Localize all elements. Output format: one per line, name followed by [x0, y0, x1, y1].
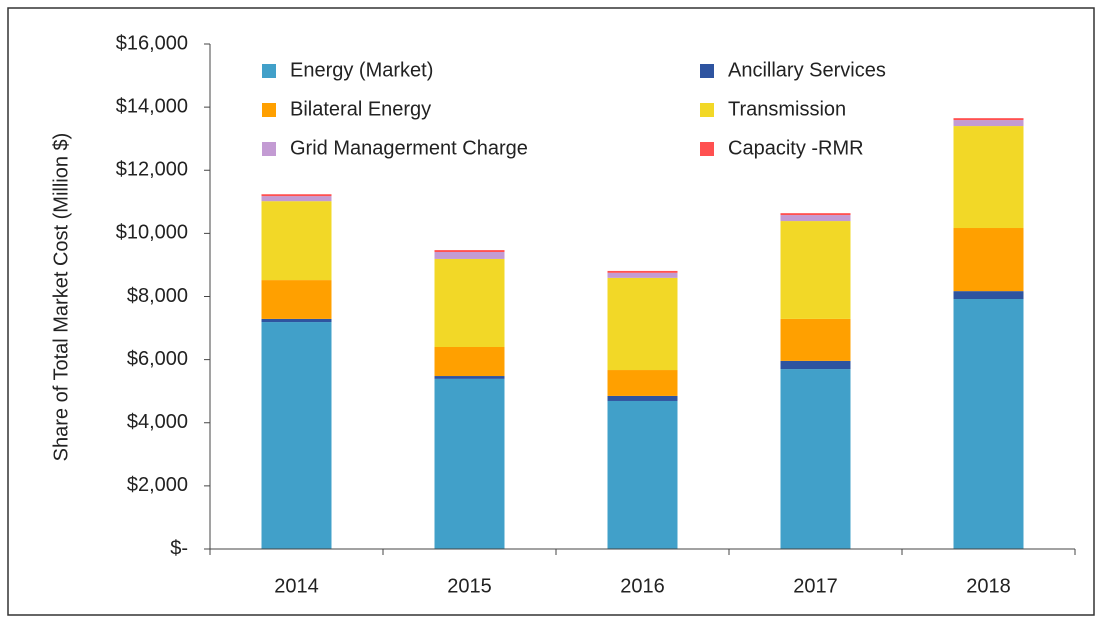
bar-segment [780, 213, 851, 216]
bar-segment [953, 291, 1024, 300]
bar-segment [607, 272, 678, 278]
bar-segment [434, 378, 505, 549]
legend-label: Transmission [728, 98, 846, 120]
x-tick-label: 2015 [447, 575, 492, 597]
bar-segment [953, 299, 1024, 549]
bar-segment [607, 395, 678, 401]
legend-label: Bilateral Energy [290, 98, 431, 120]
y-tick-label: $14,000 [116, 95, 188, 117]
bar-segment [261, 280, 332, 319]
bar-segment [953, 118, 1024, 121]
bar-segment [261, 201, 332, 281]
bar-segment [780, 318, 851, 361]
y-tick-label: $4,000 [127, 411, 188, 433]
bar-segment [780, 360, 851, 370]
y-tick-label: $6,000 [127, 348, 188, 370]
bar-segment [607, 277, 678, 371]
x-tick-label: 2014 [274, 575, 319, 597]
y-tick-label: $12,000 [116, 159, 188, 181]
bar-segment [434, 347, 505, 377]
y-tick-label: $10,000 [116, 222, 188, 244]
legend-swatch [262, 142, 276, 156]
bar-segment [434, 376, 505, 379]
y-tick-label: $8,000 [127, 285, 188, 307]
legend-label: Grid Managerment Charge [290, 137, 528, 159]
legend-label: Ancillary Services [728, 59, 886, 81]
x-tick-label: 2017 [793, 575, 838, 597]
legend-swatch [262, 103, 276, 117]
x-tick-label: 2016 [620, 575, 665, 597]
bar-segment [261, 322, 332, 549]
bar-segment [780, 369, 851, 549]
y-axis-label: Share of Total Market Cost (Million $) [50, 133, 72, 462]
bar-segment [607, 270, 678, 273]
bar-segment [434, 258, 505, 347]
bar-segment [953, 120, 1024, 127]
x-tick-label: 2018 [966, 575, 1011, 597]
bar-segment [953, 126, 1024, 229]
bar-segment [607, 370, 678, 396]
legend-label: Capacity -RMR [728, 137, 864, 159]
legend-label: Energy (Market) [290, 59, 433, 81]
legend-swatch [262, 64, 276, 78]
bar-segment [261, 318, 332, 323]
bar-segment [434, 251, 505, 259]
bar-segment [780, 221, 851, 319]
y-tick-label: $16,000 [116, 32, 188, 54]
legend-swatch [700, 142, 714, 156]
bar-segment [434, 250, 505, 252]
bar-segment [780, 215, 851, 222]
bar-segment [261, 194, 332, 197]
frame [7, 7, 1095, 616]
y-tick-label: $- [170, 537, 188, 559]
bar-segment [607, 400, 678, 549]
legend-swatch [700, 64, 714, 78]
bar-segment [261, 196, 332, 202]
y-tick-label: $2,000 [127, 474, 188, 496]
legend-swatch [700, 103, 714, 117]
bar-segment [953, 228, 1024, 292]
